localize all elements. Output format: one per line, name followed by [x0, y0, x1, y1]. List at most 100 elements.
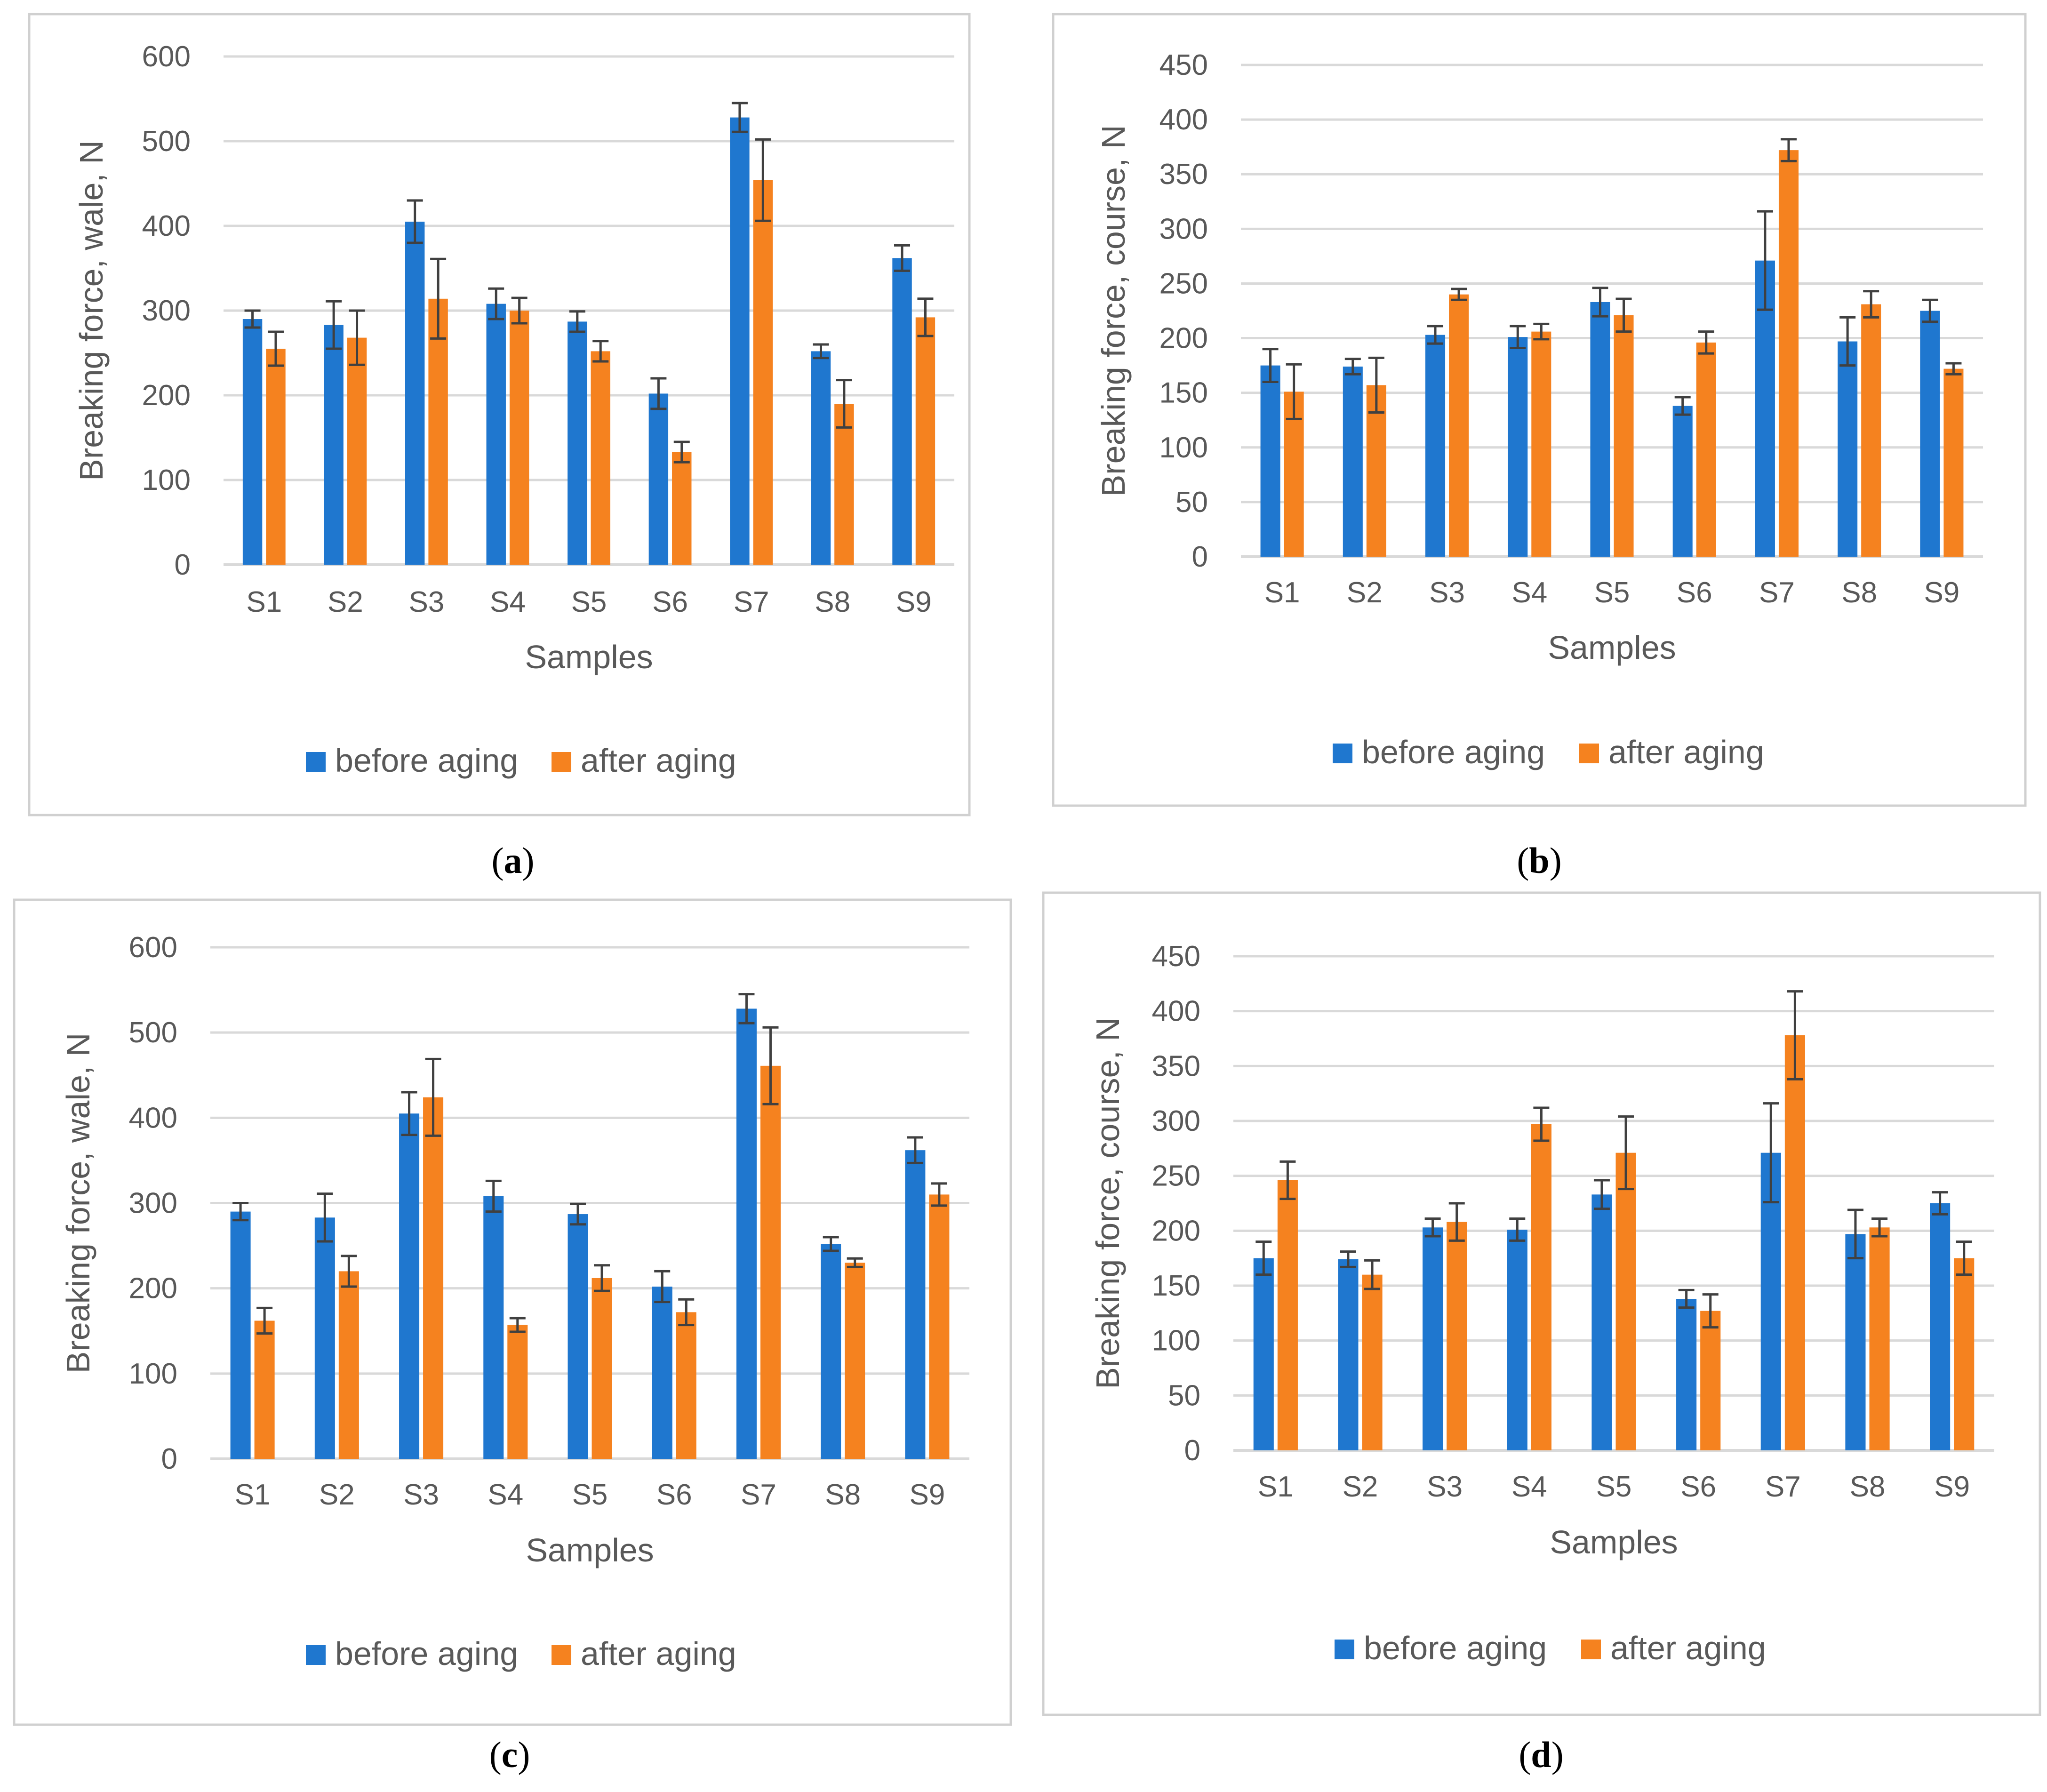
- error-bar-after-s4: [1533, 1106, 1550, 1142]
- error-bar-after-s9: [1956, 1240, 1972, 1276]
- bar-after-s9: [929, 1194, 950, 1459]
- x-tick-label: S1: [1258, 1471, 1294, 1503]
- bar-before-s9: [905, 1150, 926, 1459]
- x-tick-label: S2: [1343, 1471, 1378, 1503]
- x-tick-label: S5: [1594, 576, 1630, 609]
- bar-after-s2: [1366, 385, 1386, 557]
- bar-after-s3: [1447, 1222, 1467, 1450]
- bar-before-s7: [730, 117, 750, 565]
- bar-before-s4: [1508, 337, 1528, 557]
- bar-before-s3: [1423, 1227, 1443, 1450]
- y-tick-label: 100: [129, 1358, 177, 1390]
- bar-before-s2: [1338, 1259, 1359, 1450]
- x-tick-label: S4: [488, 1479, 523, 1511]
- legend-label-after: after aging: [581, 742, 736, 779]
- y-tick-label: 150: [1152, 1270, 1200, 1302]
- bar-after-s6: [672, 452, 692, 565]
- chart-panel-c: 0 100 200 300 400 500 600 S1 S2 S3 S4 S5 S6 S7 S8 S9 Sam…: [13, 898, 1012, 1726]
- y-tick-label: 100: [142, 464, 191, 496]
- chart-frame: [13, 898, 1012, 1726]
- bar-before-s3: [399, 1113, 420, 1459]
- error-bar-before-s4: [485, 1179, 502, 1213]
- y-tick-label: 150: [1159, 377, 1208, 409]
- bar-after-s9: [915, 317, 936, 565]
- bar-after-s9: [1943, 368, 1964, 557]
- error-bar-after-s2: [349, 309, 365, 366]
- x-tick-label: S9: [909, 1479, 945, 1511]
- legend: before aging after aging: [306, 1635, 736, 1672]
- legend-label-before: before aging: [335, 1635, 518, 1672]
- panel-caption-d: (d): [1519, 1734, 1563, 1775]
- bar-after-s7: [1784, 1035, 1805, 1450]
- panel-caption-a: (a): [492, 840, 535, 881]
- legend-swatch-after: [552, 1645, 571, 1665]
- y-axis-title: Breaking force, wale, N: [60, 1033, 96, 1374]
- error-bar-after-s6: [1698, 330, 1714, 355]
- y-tick-label: 400: [1152, 995, 1200, 1028]
- error-bar-before-s6: [650, 377, 667, 410]
- error-bar-before-s2: [1344, 358, 1361, 376]
- bar-after-s7: [753, 180, 773, 565]
- x-tick-label: S3: [1427, 1471, 1463, 1503]
- x-axis-title: Samples: [525, 639, 653, 675]
- error-bar-after-s2: [341, 1255, 357, 1288]
- y-axis-title: Breaking force, course, N: [1095, 125, 1132, 497]
- bar-after-s9: [1954, 1258, 1975, 1450]
- y-tick-label: 600: [142, 40, 191, 73]
- y-tick-label: 450: [1152, 940, 1200, 973]
- bar-after-s6: [1700, 1311, 1721, 1450]
- error-bar-before-s7: [738, 993, 755, 1024]
- error-bar-before-s7: [731, 102, 748, 133]
- bar-before-s4: [1507, 1230, 1527, 1450]
- x-tick-label: S7: [1765, 1471, 1801, 1503]
- error-bar-before-s6: [1674, 396, 1691, 416]
- y-tick-label: 300: [129, 1187, 177, 1220]
- error-bar-after-s8: [836, 379, 852, 429]
- legend-swatch-after: [552, 752, 571, 772]
- bar-before-s7: [736, 1008, 757, 1459]
- bar-before-s2: [314, 1217, 335, 1459]
- bar-before-s6: [652, 1287, 672, 1459]
- legend-swatch-after: [1579, 744, 1599, 763]
- error-bar-after-s3: [425, 1057, 441, 1137]
- bar-before-s9: [892, 258, 912, 565]
- error-bar-before-s3: [1427, 325, 1444, 345]
- legend-label-before: before aging: [1364, 1630, 1547, 1666]
- chart-panel-a: 0 100 200 300 400 500 600 S1 S2 S3 S4 S5 S6 S7 S8 S9 Sam…: [28, 13, 971, 816]
- bar-before-s8: [1838, 341, 1858, 557]
- x-tick-label: S8: [825, 1479, 861, 1511]
- y-tick-label: 100: [1159, 432, 1208, 464]
- bar-after-s7: [1778, 150, 1799, 557]
- caption-close-paren: ): [1551, 1734, 1564, 1775]
- caption-letter: c: [502, 1734, 518, 1775]
- bar-after-s3: [1449, 294, 1469, 557]
- legend-label-before: before aging: [335, 742, 518, 779]
- y-tick-label: 300: [142, 295, 191, 327]
- x-tick-label: S3: [1429, 576, 1465, 609]
- y-tick-label: 0: [175, 549, 191, 581]
- error-bar-before-s8: [823, 1236, 839, 1252]
- error-bar-before-s5: [569, 1202, 586, 1226]
- error-bar-after-s7: [755, 138, 771, 222]
- bar-after-s1: [254, 1320, 275, 1459]
- x-tick-label: S5: [1596, 1471, 1632, 1503]
- error-bar-before-s4: [1510, 325, 1526, 349]
- error-bar-after-s3: [1448, 1202, 1465, 1242]
- caption-letter: a: [504, 840, 522, 881]
- x-tick-label: S4: [1511, 1471, 1547, 1503]
- x-axis-title: Samples: [526, 1532, 654, 1568]
- legend-label-before: before aging: [1362, 734, 1545, 770]
- bar-before-s8: [821, 1244, 841, 1459]
- x-tick-label: S6: [656, 1479, 692, 1511]
- y-tick-label: 350: [1152, 1050, 1200, 1082]
- caption-close-paren: ): [518, 1734, 530, 1775]
- y-tick-label: 200: [142, 379, 191, 412]
- y-tick-label: 300: [1159, 213, 1208, 245]
- error-bar-before-s5: [569, 310, 585, 333]
- bar-after-s2: [338, 1271, 359, 1459]
- y-tick-label: 250: [1152, 1160, 1200, 1192]
- x-tick-label: S8: [1841, 576, 1877, 609]
